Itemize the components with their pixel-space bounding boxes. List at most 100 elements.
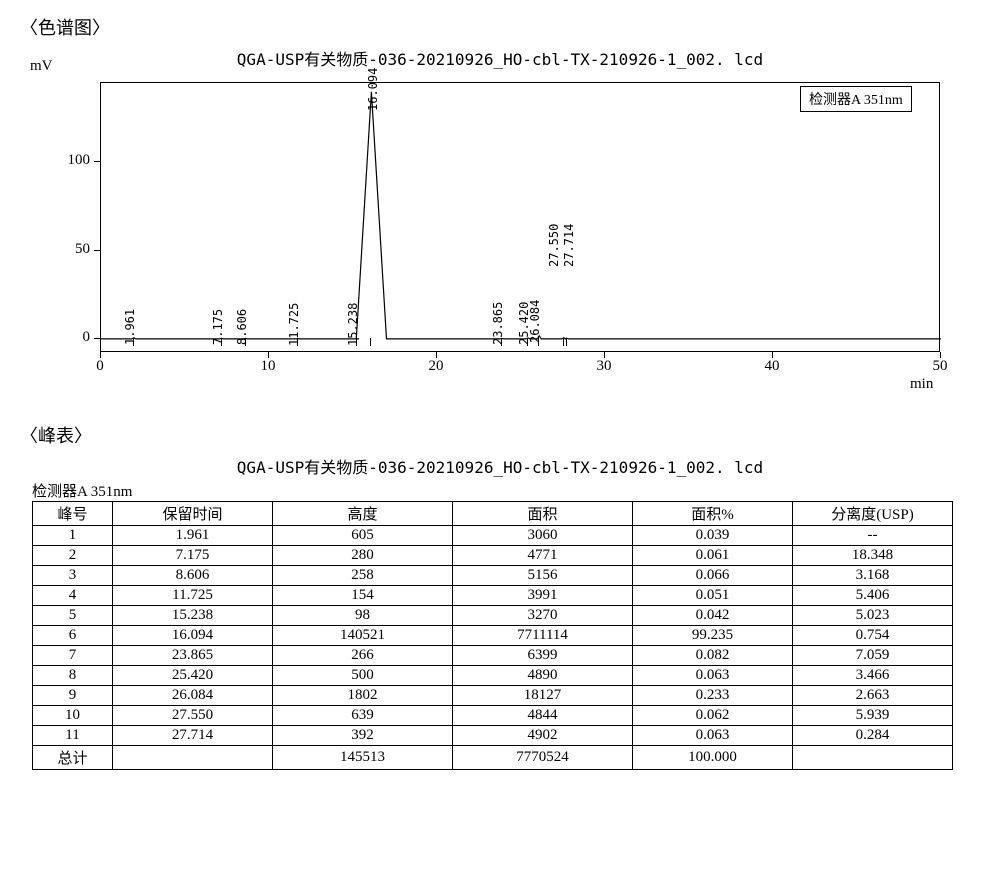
peak-label: 7.175 [211,309,225,345]
peak-label: 26.084 [528,299,542,342]
table-row: 825.42050048900.0633.466 [33,666,953,686]
table-cell: 0.082 [633,646,793,666]
y-tick-label: 0 [50,329,90,346]
table-cell: 3991 [453,586,633,606]
peak-label: 27.550 [547,224,561,267]
table-cell: 0.066 [633,566,793,586]
table-cell: 总计 [33,746,113,770]
table-cell: 145513 [273,746,453,770]
table-row: 1027.55063948440.0625.939 [33,706,953,726]
table-cell: 0.039 [633,526,793,546]
y-axis-unit: mV [30,58,53,75]
peak-label: 16.094 [366,67,380,110]
table-cell: -- [793,526,953,546]
table-cell: 2.663 [793,686,953,706]
chart-title: QGA-USP有关物质-036-20210926_HO-cbl-TX-21092… [20,46,980,70]
table-cell: 0.063 [633,666,793,686]
peak-label: 23.865 [491,302,505,345]
table-cell: 7.175 [113,546,273,566]
table-cell: 4902 [453,726,633,746]
table-row: 1127.71439249020.0630.284 [33,726,953,746]
table-cell: 0.051 [633,586,793,606]
table-row: 616.094140521771111499.2350.754 [33,626,953,646]
table-cell: 0.754 [793,626,953,646]
table-cell: 10 [33,706,113,726]
table-cell: 8.606 [113,566,273,586]
table-header: 分离度(USP) [793,502,953,526]
chromatogram-chart: mV 检测器A 351nm min 050100010203040501.961… [30,72,970,412]
table-detector-label: 检测器A 351nm [32,480,980,501]
table-cell: 18.348 [793,546,953,566]
table-cell: 5.406 [793,586,953,606]
table-cell: 7711114 [453,626,633,646]
table-cell: 140521 [273,626,453,646]
peak-table: 峰号保留时间高度面积面积%分离度(USP)11.96160530600.039-… [32,501,953,770]
table-cell: 258 [273,566,453,586]
table-cell: 9 [33,686,113,706]
table-cell: 5.939 [793,706,953,726]
table-cell: 5.023 [793,606,953,626]
table-cell: 500 [273,666,453,686]
table-cell: 15.238 [113,606,273,626]
table-cell: 2 [33,546,113,566]
table-cell: 7.059 [793,646,953,666]
table-row: 411.72515439910.0515.406 [33,586,953,606]
table-cell: 5 [33,606,113,626]
table-cell: 25.420 [113,666,273,686]
section-header-chromatogram: 〈色谱图〉 [20,14,980,40]
table-cell: 3270 [453,606,633,626]
x-tick-label: 30 [589,358,619,375]
table-cell: 0.284 [793,726,953,746]
table-cell: 4844 [453,706,633,726]
table-cell: 7 [33,646,113,666]
x-axis-unit: min [910,376,933,393]
peak-label: 15.238 [346,302,360,345]
table-cell: 3.466 [793,666,953,686]
x-tick-label: 40 [757,358,787,375]
table-cell: 3 [33,566,113,586]
table-row: 11.96160530600.039-- [33,526,953,546]
table-cell: 0.233 [633,686,793,706]
table-cell: 6 [33,626,113,646]
table-title: QGA-USP有关物质-036-20210926_HO-cbl-TX-21092… [20,454,980,478]
table-cell [793,746,953,770]
table-cell [113,746,273,770]
section-header-peaktable: 〈峰表〉 [20,422,980,448]
table-cell: 98 [273,606,453,626]
table-cell: 3060 [453,526,633,546]
table-header: 高度 [273,502,453,526]
y-tick-label: 50 [50,241,90,258]
table-cell: 27.714 [113,726,273,746]
table-cell: 0.061 [633,546,793,566]
table-row: 723.86526663990.0827.059 [33,646,953,666]
table-row: 515.2389832700.0425.023 [33,606,953,626]
table-cell: 4890 [453,666,633,686]
table-cell: 0.062 [633,706,793,726]
y-tick-label: 100 [50,152,90,169]
table-cell: 27.550 [113,706,273,726]
table-cell: 18127 [453,686,633,706]
table-cell: 4 [33,586,113,606]
peak-label: 8.606 [235,309,249,345]
table-row: 总计1455137770524100.000 [33,746,953,770]
x-tick-label: 20 [421,358,451,375]
table-cell: 11 [33,726,113,746]
table-cell: 1.961 [113,526,273,546]
x-tick-label: 10 [253,358,283,375]
table-cell: 1 [33,526,113,546]
table-cell: 392 [273,726,453,746]
table-cell: 0.063 [633,726,793,746]
table-cell: 605 [273,526,453,546]
table-cell: 639 [273,706,453,726]
x-tick-label: 50 [925,358,955,375]
table-cell: 1802 [273,686,453,706]
table-cell: 6399 [453,646,633,666]
table-header: 面积 [453,502,633,526]
table-cell: 266 [273,646,453,666]
table-cell: 3.168 [793,566,953,586]
table-cell: 280 [273,546,453,566]
peak-label: 27.714 [562,224,576,267]
table-cell: 99.235 [633,626,793,646]
table-cell: 11.725 [113,586,273,606]
table-cell: 4771 [453,546,633,566]
